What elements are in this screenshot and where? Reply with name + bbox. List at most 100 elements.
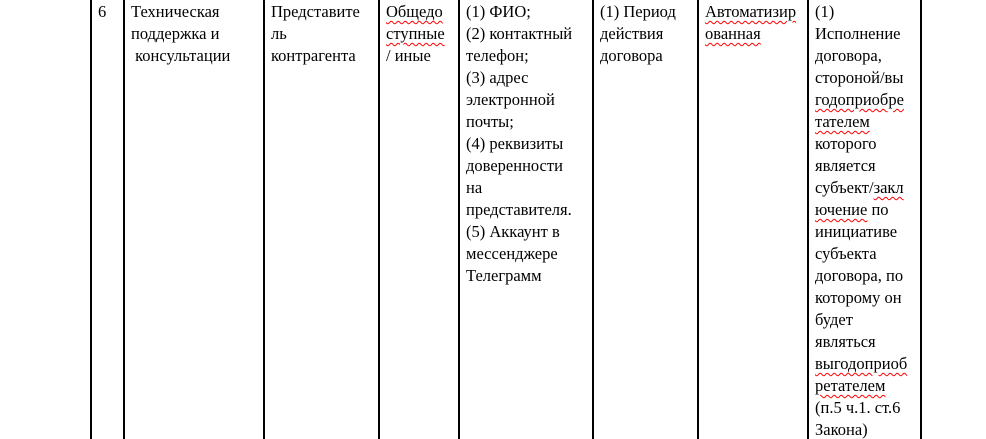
text-line: тателем (815, 111, 916, 133)
text-line: (1) ФИО; (466, 1, 588, 23)
word-segment: Представите (271, 2, 360, 21)
word-segment: электронной (466, 90, 555, 109)
word-segment: мессенджере (466, 244, 558, 263)
text-line: стороной/вы (815, 67, 916, 89)
text-line: субъекта (815, 243, 916, 265)
word-segment: телефон; (466, 46, 529, 65)
word-segment: представителя. (466, 200, 572, 219)
word-segment: договора, по (815, 266, 904, 285)
word-segment: договора (600, 46, 663, 65)
table-row: 6 Техническая поддержка и консультации Пр… (90, 0, 922, 439)
word-segment: Телеграмм (466, 266, 542, 285)
text-line: консультации (131, 45, 259, 67)
word-segment: которого (815, 134, 877, 153)
text-line: инициативе (815, 221, 916, 243)
text-line: которого (815, 133, 916, 155)
word-segment: субъекта (815, 244, 877, 263)
text-line: контрагента (271, 45, 374, 67)
word-segment: (1) Период (600, 2, 676, 21)
word-segment: субъект/ (815, 178, 874, 197)
text-line: выгодоприоб (815, 353, 916, 375)
word-segment: являться (815, 332, 876, 351)
misspelled-word: ступные (386, 24, 445, 43)
text-line: годоприобре (815, 89, 916, 111)
text-line: субъект/закл (815, 177, 916, 199)
word-segment: будет (815, 310, 853, 329)
text-line: 6 (98, 1, 119, 23)
cell-storage-term[interactable]: (1) Период действия договора (592, 0, 697, 439)
word-segment: договора, (815, 46, 882, 65)
text-line: (1) Период (600, 1, 693, 23)
word-segment: 6 (98, 2, 107, 21)
misspelled-word: закл (873, 178, 904, 197)
text-line: на (466, 177, 588, 199)
text-line: будет (815, 309, 916, 331)
word-segment: / иные (386, 46, 431, 65)
word-segment: (1) (815, 2, 835, 21)
text-line: ованная (705, 23, 803, 45)
text-line: / иные (386, 45, 454, 67)
word-segment: контрагента (271, 46, 356, 65)
text-line: ючение по (815, 199, 916, 221)
text-line: Представите (271, 1, 374, 23)
text-line: которому он (815, 287, 916, 309)
cell-personal-data[interactable]: (1) ФИО; (2) контактный телефон; (3) адрес э… (458, 0, 592, 439)
text-line: Автоматизир (705, 1, 803, 23)
text-line: (1) (815, 1, 916, 23)
text-line: являться (815, 331, 916, 353)
word-segment: стороной/вы (815, 68, 904, 87)
text-line: договора (600, 45, 693, 67)
text-line: является (815, 155, 916, 177)
word-segment: почты; (466, 112, 514, 131)
misspelled-word: выгодоприоб (815, 354, 908, 373)
word-segment: (4) реквизиты (466, 134, 564, 153)
word-segment: по (867, 200, 889, 219)
cell-process-name[interactable]: Техническая поддержка и консультации (123, 0, 263, 439)
text-line: поддержка и (131, 23, 259, 45)
text-line: Телеграмм (466, 265, 588, 287)
word-segment: Исполнение (815, 24, 901, 43)
misspelled-word: Общедо (386, 2, 443, 21)
text-line: договора, (815, 45, 916, 67)
word-segment: которому он (815, 288, 902, 307)
text-line: ль (271, 23, 374, 45)
text-line: Техническая (131, 1, 259, 23)
text-line: (п.5 ч.1. ст.6 (815, 397, 916, 419)
word-segment: (2) контактный (466, 24, 573, 43)
text-line: (2) контактный (466, 23, 588, 45)
misspelled-word: годоприобре (815, 90, 904, 109)
text-line: доверенности (466, 155, 588, 177)
misspelled-word: ованная (705, 24, 761, 43)
text-line: электронной (466, 89, 588, 111)
misspelled-word: Автоматизир (705, 2, 797, 21)
text-line: ретателем (815, 375, 916, 397)
word-segment: доверенности (466, 156, 563, 175)
word-segment: (1) ФИО; (466, 2, 531, 21)
misspelled-word: тателем (815, 112, 870, 131)
cell-data-subject[interactable]: Представите ль контрагента (263, 0, 378, 439)
word-segment: является (815, 156, 876, 175)
text-line: Исполнение (815, 23, 916, 45)
word-segment: консультации (131, 46, 231, 65)
text-line: представителя. (466, 199, 588, 221)
misspelled-word: ретателем (815, 376, 886, 395)
text-line: мессенджере (466, 243, 588, 265)
word-segment: (п.5 ч.1. ст.6 (815, 398, 901, 417)
misspelled-word: ючение (815, 200, 868, 219)
word-segment: (3) адрес (466, 68, 529, 87)
text-line: договора, по (815, 265, 916, 287)
cell-legal-basis[interactable]: (1) Исполнение договора, стороной/вы годопри… (807, 0, 922, 439)
text-line: (5) Аккаунт в (466, 221, 588, 243)
word-segment: Закона) (815, 420, 868, 439)
cell-data-category[interactable]: Общедо ступные / иные (378, 0, 458, 439)
text-line: почты; (466, 111, 588, 133)
word-segment: Техническая (131, 2, 220, 21)
text-line: (4) реквизиты (466, 133, 588, 155)
word-segment: действия (600, 24, 664, 43)
word-segment: ль (271, 24, 287, 43)
text-line: ступные (386, 23, 454, 45)
text-line: Общедо (386, 1, 454, 23)
cell-row-number[interactable]: 6 (90, 0, 123, 439)
cell-processing-type[interactable]: Автоматизир ованная (697, 0, 807, 439)
